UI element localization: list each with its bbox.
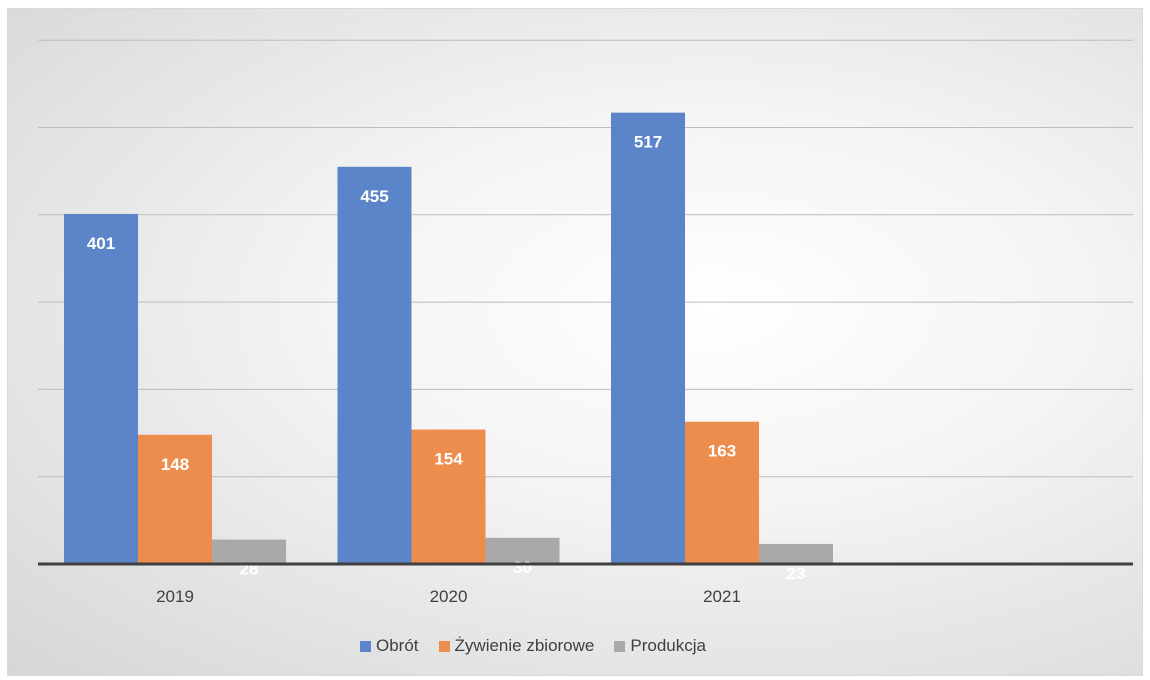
legend-item-obrot: Obrót [360,636,419,656]
data-label: 30 [513,558,532,577]
x-tick-label: 2021 [703,587,741,606]
data-label: 23 [787,564,806,583]
x-tick-label: 2019 [156,587,194,606]
data-label: 154 [434,450,463,469]
data-label: 517 [634,133,662,152]
bar [611,113,685,564]
legend-label-obrot: Obrót [376,636,419,656]
legend-item-zywienie: Żywienie zbiorowe [439,636,595,656]
bar [64,214,138,564]
legend-item-produkcja: Produkcja [614,636,706,656]
bar [338,167,412,564]
x-tick-label: 2020 [430,587,468,606]
legend-swatch-obrot [360,641,371,652]
data-label: 163 [708,442,736,461]
legend: Obrót Żywienie zbiorowe Produkcja [360,636,706,656]
legend-label-produkcja: Produkcja [630,636,706,656]
data-label: 401 [87,234,115,253]
data-label: 28 [240,560,259,579]
legend-swatch-produkcja [614,641,625,652]
legend-label-zywienie: Żywienie zbiorowe [455,636,595,656]
data-label: 148 [161,455,189,474]
data-label: 455 [360,187,388,206]
bar [759,544,833,564]
legend-swatch-zywienie [439,641,450,652]
